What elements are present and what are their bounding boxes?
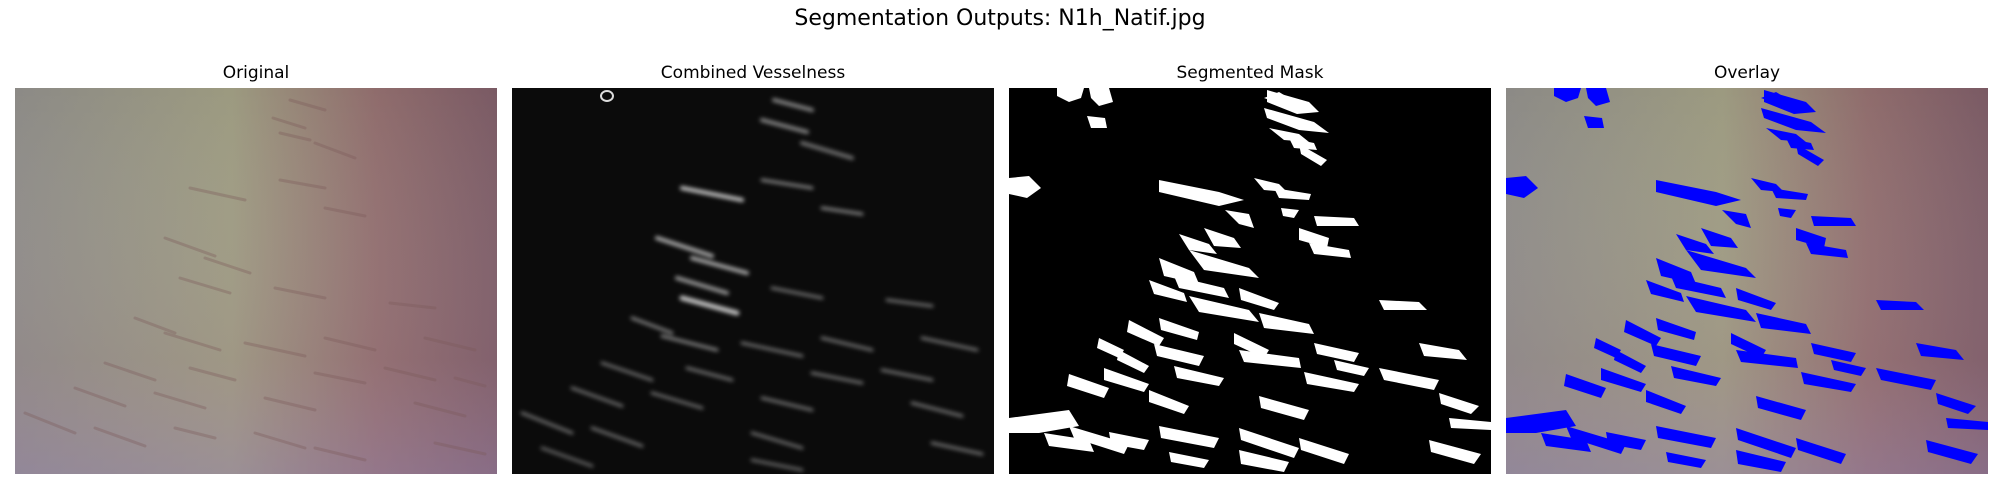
figure-title: Segmentation Outputs: N1h_Natif.jpg: [794, 6, 1206, 31]
original-image: [15, 88, 497, 474]
panel-title-vesselness: Combined Vesselness: [660, 63, 846, 83]
panel-title-mask: Segmented Mask: [1176, 63, 1324, 83]
panel-title-overlay: Overlay: [1713, 63, 1781, 83]
mask-image: [1009, 88, 1491, 474]
overlay-image: [1506, 88, 1988, 474]
panel-title-original: Original: [222, 63, 290, 83]
vesselness-image: [512, 88, 994, 474]
